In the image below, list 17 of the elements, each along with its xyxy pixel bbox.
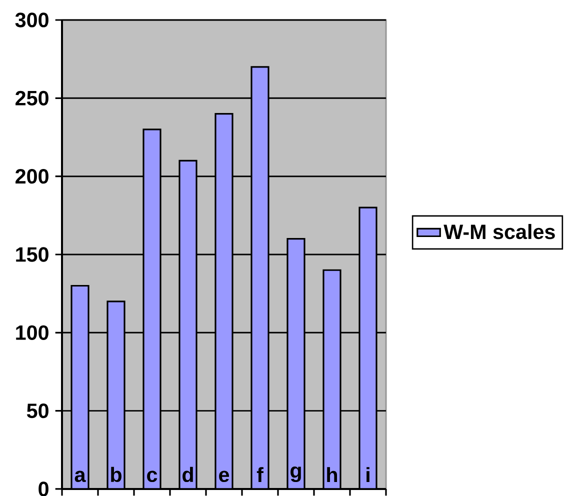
y-tick-label: 300 [15, 12, 48, 28]
x-tick-label: i [366, 467, 370, 482]
x-tick-label: h [327, 467, 338, 482]
y-tick-label: 250 [16, 90, 48, 106]
y-tick-label: 50 [26, 404, 48, 418]
y-tick-label: 100 [16, 325, 48, 340]
legend-label: W-M scales [444, 224, 555, 240]
x-tick-label: c [147, 470, 158, 482]
x-tick-label: e [219, 470, 230, 482]
y-tick-label: 150 [16, 247, 48, 262]
x-tick-label: a [74, 470, 86, 482]
x-tick-label: b [111, 466, 122, 482]
y-tick-label: 200 [16, 169, 48, 184]
x-tick-label: f [256, 467, 264, 482]
y-tick-label: 0 [38, 482, 48, 496]
x-tick-label: g [290, 466, 301, 482]
x-tick-label: d [182, 466, 193, 482]
